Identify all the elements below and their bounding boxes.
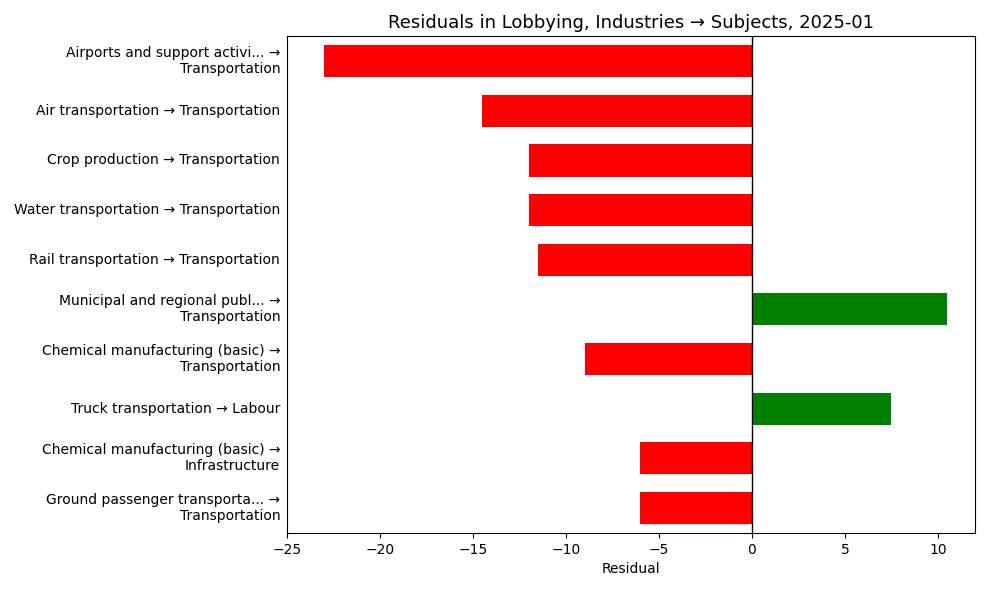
Title: Residuals in Lobbying, Industries → Subjects, 2025-01: Residuals in Lobbying, Industries → Subj…: [388, 14, 874, 32]
Bar: [641, 492, 752, 524]
Bar: [584, 343, 752, 375]
Bar: [483, 94, 752, 127]
Bar: [529, 144, 752, 176]
Bar: [752, 293, 947, 326]
Bar: [641, 442, 752, 474]
Bar: [324, 45, 752, 77]
Bar: [529, 194, 752, 226]
X-axis label: Residual: Residual: [601, 562, 661, 576]
Bar: [752, 392, 891, 425]
Bar: [538, 244, 752, 276]
